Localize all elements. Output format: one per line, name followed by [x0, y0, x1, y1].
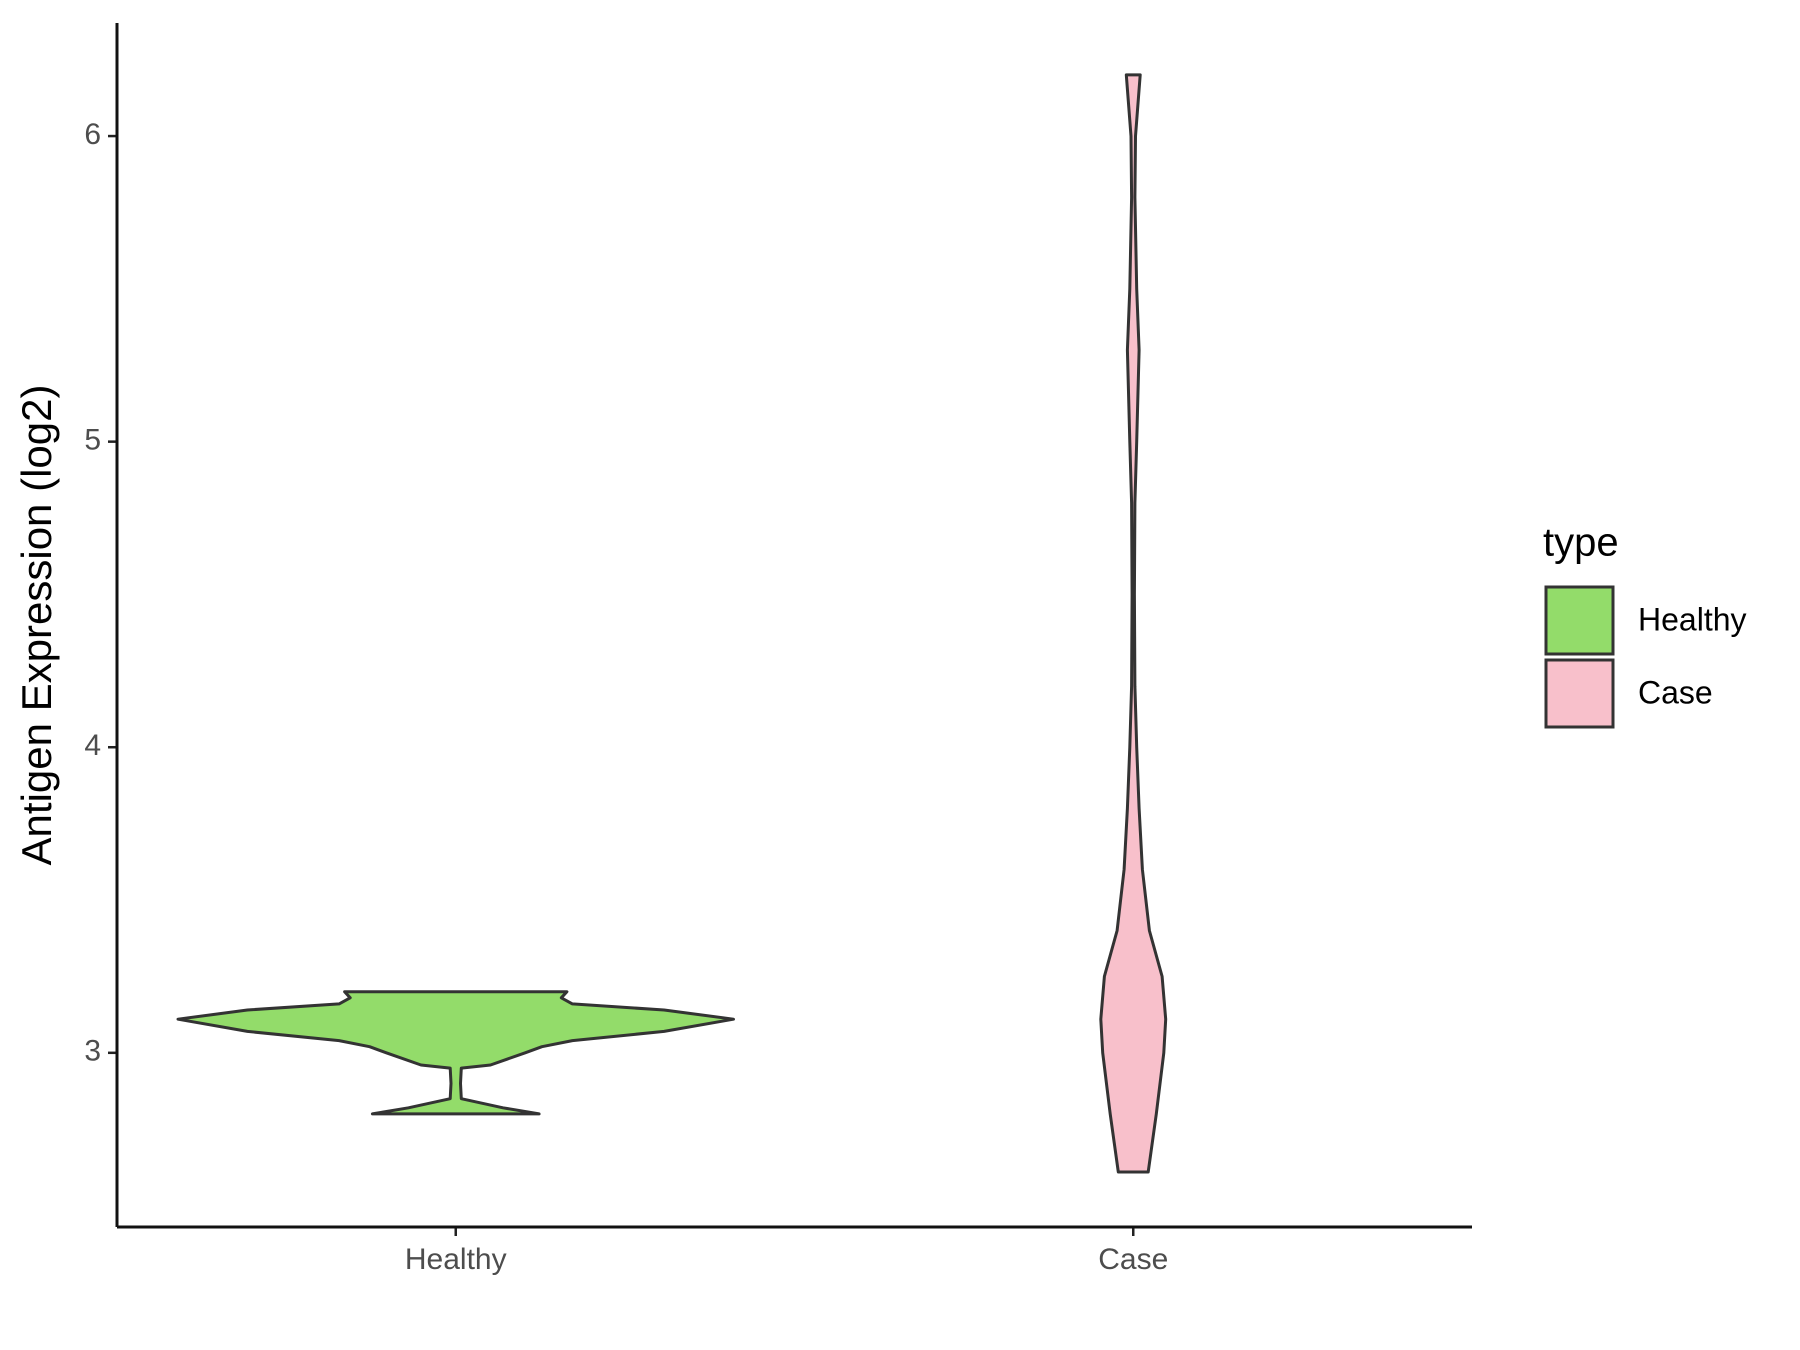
legend-label: Healthy [1638, 601, 1747, 637]
y-tick-label: 3 [84, 1035, 101, 1068]
x-tick-label: Case [1098, 1243, 1168, 1276]
violin [1099, 73, 1168, 1174]
legend-key [1544, 585, 1615, 656]
legend-title: type [1543, 521, 1619, 565]
legend-key [1544, 658, 1615, 729]
violin [176, 990, 735, 1116]
x-tick-label: Healthy [405, 1243, 507, 1276]
legend-label: Case [1638, 674, 1713, 710]
y-axis-label: Antigen Expression (log2) [13, 385, 60, 866]
y-tick-label: 6 [84, 118, 101, 151]
y-tick-label: 5 [84, 424, 101, 457]
y-tick-label: 4 [84, 729, 101, 762]
